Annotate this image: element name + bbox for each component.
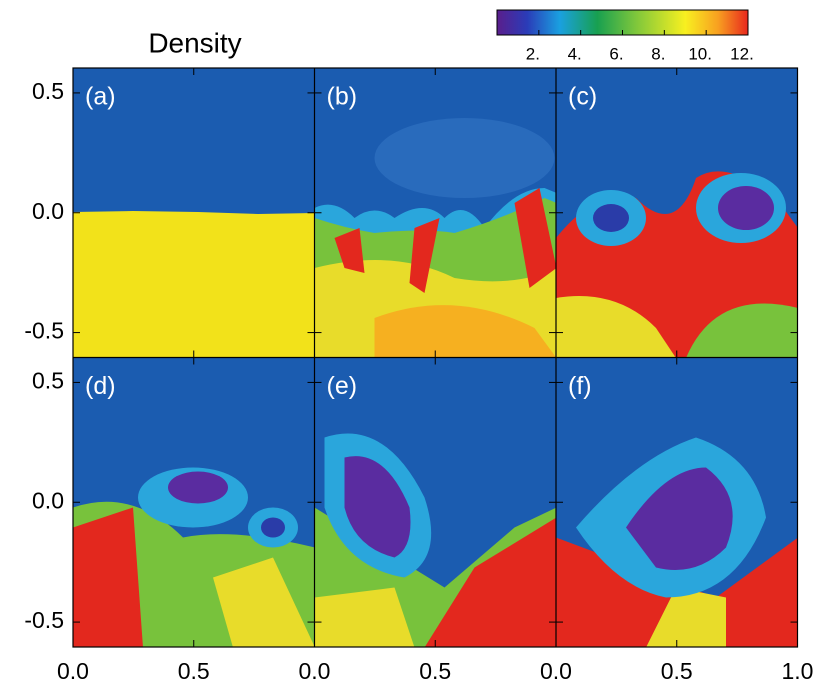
colorbar-tick-label: 12. (730, 44, 754, 63)
panel-image (314, 68, 556, 358)
x-tick-label: 0.0 (540, 658, 572, 684)
x-tick-label: 0.5 (419, 658, 451, 684)
panel-label: (d) (85, 372, 116, 400)
x-tick-label: 0.5 (178, 658, 210, 684)
x-tick-label: 0.0 (299, 658, 331, 684)
panel-label: (f) (568, 372, 592, 400)
colorbar-tick-label: 6. (609, 44, 623, 63)
y-tick-label: -0.5 (24, 318, 64, 344)
y-tick-label: 0.0 (32, 198, 64, 224)
y-tick-label: 0.0 (32, 487, 64, 513)
y-tick-label: 0.5 (32, 368, 64, 394)
colorbar-tick-label: 2. (526, 44, 540, 63)
x-tick-label: 0.5 (661, 658, 693, 684)
panel-image (73, 357, 315, 647)
colorbar-tick-label: 8. (651, 44, 665, 63)
panel-image (73, 68, 315, 358)
panel-label: (c) (568, 83, 597, 111)
colorbar-tick-label: 10. (688, 44, 712, 63)
panel-image (556, 357, 798, 647)
panel-label: (e) (327, 372, 358, 400)
panel-label: (a) (85, 83, 116, 111)
colorbar-tick-label: 4. (568, 44, 582, 63)
panel-image (314, 357, 556, 647)
figure-title: Density (148, 27, 241, 58)
y-tick-label: -0.5 (24, 607, 64, 633)
y-tick-label: 0.5 (32, 78, 64, 104)
x-tick-label: 0.0 (57, 658, 89, 684)
panel-image (556, 68, 798, 358)
x-tick-label: 1.0 (782, 658, 814, 684)
panel-label: (b) (327, 83, 358, 111)
